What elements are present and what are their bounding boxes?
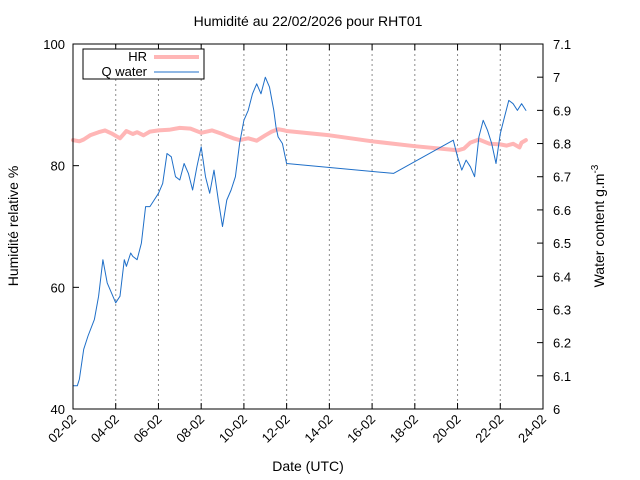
y2-axis-label-main: Water content g.m xyxy=(591,174,607,288)
y2-tick-label: 6.1 xyxy=(553,369,571,384)
y2-tick-label: 6.6 xyxy=(553,203,571,218)
x-tick-label: 04-02 xyxy=(88,412,122,446)
x-tick-label: 14-02 xyxy=(301,412,335,446)
x-tick-label: 10-02 xyxy=(216,412,250,446)
y2-tick-label: 6.8 xyxy=(553,137,571,152)
y2-tick-label: 6.3 xyxy=(553,302,571,317)
x-tick-label: 16-02 xyxy=(344,412,378,446)
legend-label-hr: HR xyxy=(128,49,147,64)
y-tick-label: 60 xyxy=(51,280,65,295)
y-tick-label: 100 xyxy=(43,37,65,52)
series-line-qwater xyxy=(72,76,527,387)
y2-tick-label: 6 xyxy=(553,402,560,417)
y2-tick-label: 7.1 xyxy=(553,37,571,52)
y-tick-label: 80 xyxy=(51,159,65,174)
legend-label-qwater: Q water xyxy=(101,64,147,79)
legend: HR Q water xyxy=(82,48,205,80)
legend-box xyxy=(82,48,205,80)
x-tick-label: 22-02 xyxy=(472,412,506,446)
x-tick-label: 24-02 xyxy=(515,412,549,446)
y2-tick-label: 6.5 xyxy=(553,236,571,251)
y-axis-left: 40 60 80 100 xyxy=(43,37,79,417)
x-tick-label: 06-02 xyxy=(130,412,164,446)
plot-frame xyxy=(72,43,544,410)
chart-title: Humidité au 22/02/2026 pour RHT01 xyxy=(194,13,423,29)
y2-tick-label: 6.2 xyxy=(553,336,571,351)
y-axis-right: 6 6.1 6.2 6.3 6.4 6.5 6.6 6.7 6.8 6.9 7 7.1 xyxy=(537,37,571,417)
x-axis-label: Date (UTC) xyxy=(272,458,344,474)
x-tick-label: 12-02 xyxy=(259,412,293,446)
x-tick-label: 20-02 xyxy=(430,412,464,446)
series-line-hr xyxy=(71,125,528,153)
x-tick-label: 18-02 xyxy=(387,412,421,446)
y2-tick-label: 6.7 xyxy=(553,170,571,185)
y-axis-label: Humidité relative % xyxy=(5,166,21,287)
y-tick-label: 40 xyxy=(51,402,65,417)
y2-tick-label: 6.9 xyxy=(553,103,571,118)
y2-tick-label: 6.4 xyxy=(553,269,571,284)
x-tick-label: 08-02 xyxy=(173,412,207,446)
y2-tick-label: 7 xyxy=(553,70,560,85)
x-axis: 02-02 04-02 06-02 08-02 10-02 12-02 14-02 16-02… xyxy=(45,44,549,446)
grid xyxy=(115,44,501,409)
series-layer xyxy=(71,76,528,387)
y2-axis-label-sup: -3 xyxy=(590,164,601,173)
y2-axis-label: Water content g.m-3 xyxy=(590,164,607,287)
